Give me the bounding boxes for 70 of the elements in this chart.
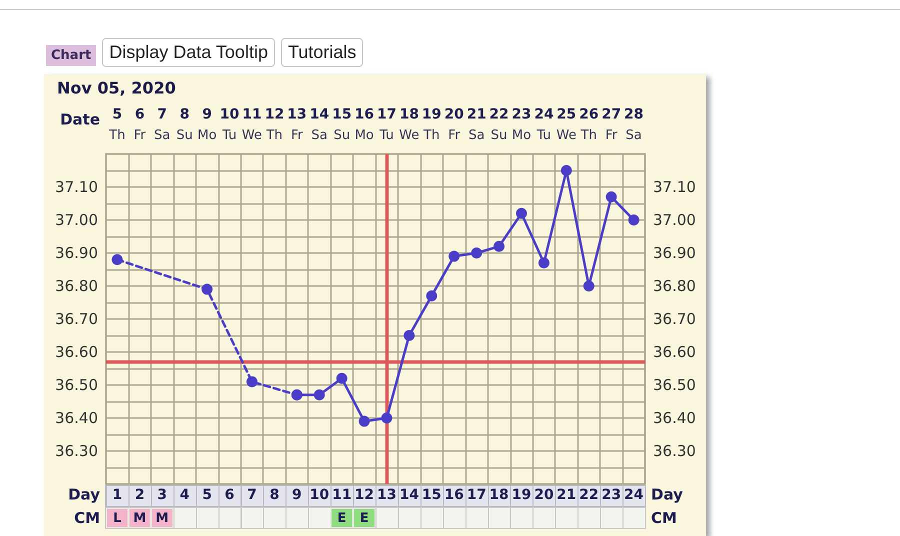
y2-tick-label: 36.40 — [653, 409, 696, 427]
x-tick-label: 3 — [157, 487, 168, 503]
x2-tick-label: 23 Mo — [512, 106, 532, 143]
x2-tick-label: 12 Th — [264, 106, 284, 143]
y-tick-label: 36.80 — [55, 277, 98, 295]
x2-tick-label: 5 Th — [108, 106, 126, 143]
x2-tick-label: 24 Tu — [534, 106, 554, 143]
x-tick-label: 12 — [354, 487, 374, 503]
y2-tick-label: 37.10 — [653, 178, 696, 196]
y2-tick-label: 37.00 — [653, 211, 696, 229]
y2-tick-label: 36.90 — [653, 244, 696, 262]
y-tick-label: 36.70 — [55, 310, 98, 328]
text: Day — [68, 486, 100, 504]
x-tick-label: 4 — [180, 487, 190, 503]
x2-tick-label: 18 We — [399, 106, 420, 143]
x-axis-title: Day — [651, 486, 684, 504]
x-tick-label: 22 — [579, 487, 599, 503]
y2-tick-label: 36.80 — [653, 277, 696, 295]
x2-tick-label: 8 Su — [176, 106, 193, 143]
x2-tick-label: 10 Tu — [220, 106, 240, 143]
x2-tick-label: 6 Fr — [134, 106, 146, 143]
y-tick-label: 36.90 — [55, 244, 98, 262]
x2-tick-label: 20 Fr — [444, 106, 464, 143]
x-tick-label: 8 — [270, 487, 280, 503]
x-tick-label: 9 — [292, 487, 302, 503]
x2-tick-label: 25 We — [556, 106, 576, 143]
x-tick-label: 7 — [247, 487, 257, 503]
y2-tick-label: 36.50 — [653, 376, 696, 394]
x2-tick-label: 11 We — [242, 106, 262, 143]
x2-tick-label: 27 Fr — [602, 106, 622, 143]
y-tick-label: 36.50 — [55, 376, 98, 394]
x2-tick-label: 7 Sa — [154, 106, 170, 143]
x-tick-label: 19 — [512, 487, 532, 503]
y2-tick-label: 36.60 — [653, 343, 696, 361]
x2-tick-label: 26 Th — [579, 106, 599, 143]
y2-tick-label: 36.70 — [653, 310, 696, 328]
x2-tick-label: 22 Su — [489, 106, 509, 143]
x-tick-label: 16 — [444, 487, 464, 503]
x-tick-label: 18 — [489, 487, 509, 503]
x-tick-label: 5 — [202, 487, 212, 503]
y2-tick-label: 36.30 — [653, 442, 696, 460]
x2-axis-title: Date — [60, 110, 100, 128]
x-tick-label: 13 — [376, 487, 396, 503]
x2-tick-label: 9 Mo — [197, 106, 217, 143]
x2-tick-label: 21 Sa — [466, 106, 486, 143]
x2-tick-label: 28 Sa — [624, 106, 644, 143]
y-tick-label: 36.40 — [55, 409, 98, 427]
x2-tick-label: 19 Th — [422, 106, 442, 143]
x2-tick-label: 14 Sa — [310, 106, 330, 143]
x-tick-label: 23 — [602, 487, 622, 503]
x-tick-label: 21 — [556, 487, 576, 503]
y-tick-label: 36.30 — [55, 442, 98, 460]
x-tick-label: 6 — [224, 487, 234, 503]
chart-title: Nov 05, 2020 — [57, 78, 176, 98]
y-tick-label: 36.60 — [55, 343, 98, 361]
x2-tick-label: 13 Fr — [287, 106, 307, 143]
x-tick-label: 10 — [310, 487, 330, 503]
x-tick-label: 14 — [399, 487, 420, 503]
x-tick-label: 11 — [332, 487, 352, 503]
x2-tick-label: 15 Su — [332, 106, 352, 143]
x-tick-label: 15 — [422, 487, 442, 503]
x2-tick-label: 16 Mo — [354, 106, 374, 143]
x-tick-label: 2 — [134, 487, 145, 503]
x-tick-label: 20 — [534, 487, 554, 503]
x-tick-label: 1 — [112, 487, 122, 503]
x2-tick-label: 17 Tu — [376, 106, 396, 143]
x-tick-label: 24 — [624, 487, 644, 503]
y-tick-label: 37.00 — [55, 211, 98, 229]
y-tick-label: 37.10 — [55, 178, 98, 196]
x-tick-label: 17 — [466, 487, 486, 503]
